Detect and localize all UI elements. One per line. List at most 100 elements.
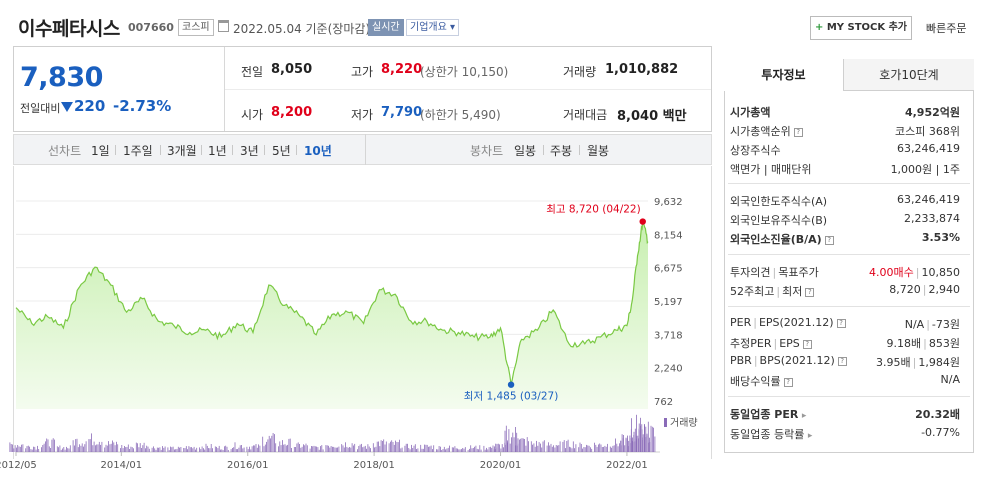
tab-invest-info[interactable]: 투자정보 xyxy=(724,59,844,91)
period-1w[interactable]: 1주일 xyxy=(123,144,153,158)
period-3y[interactable]: 3년 xyxy=(240,144,259,158)
volume-bar xyxy=(441,450,443,452)
volume-bar xyxy=(591,448,593,452)
volume-bar xyxy=(645,426,647,452)
change-label: 전일대비 xyxy=(20,102,61,115)
volume-bar xyxy=(27,445,29,452)
volume-bar xyxy=(50,448,51,452)
volume-bar xyxy=(93,441,95,452)
volume-bar xyxy=(379,446,381,452)
volume-bar xyxy=(375,446,377,452)
volume-bar xyxy=(212,448,213,452)
volume-bar xyxy=(250,449,252,452)
volume-bar xyxy=(567,439,569,452)
volume-bar xyxy=(412,448,414,452)
foreign-limit-value: 63,246,419 xyxy=(897,193,960,206)
volume-bar xyxy=(400,448,402,452)
volume-bar xyxy=(320,446,321,452)
sector-per-label[interactable]: 동일업종 PER ▸ xyxy=(730,408,807,421)
volume-bar xyxy=(124,446,125,452)
period-5y[interactable]: 5년 xyxy=(272,144,291,158)
volume-bar xyxy=(516,432,518,452)
volume-bar xyxy=(546,445,548,452)
help-icon[interactable]: ? xyxy=(805,288,815,297)
volume-bar xyxy=(147,446,149,452)
volume-bar xyxy=(41,447,42,452)
volume-bar xyxy=(98,441,100,452)
period-10y[interactable]: 10년 xyxy=(304,144,332,158)
opinion-target-label: 투자의견 | 목표주가 xyxy=(730,266,819,279)
candle-chart-label: 봉차트 xyxy=(470,144,504,158)
volume-bar xyxy=(433,445,435,452)
volume-bar xyxy=(112,440,113,452)
volume-bar xyxy=(160,449,162,452)
volume-bar xyxy=(634,428,636,452)
volume-bar xyxy=(557,445,558,452)
volume-bar xyxy=(649,442,651,452)
volume-bar xyxy=(10,444,12,452)
volume-bar xyxy=(334,447,336,452)
volume-bar xyxy=(384,444,386,452)
listed-shares-label: 상장주식수 xyxy=(730,144,781,157)
volume-bar xyxy=(584,447,586,452)
volume-bar xyxy=(155,449,157,452)
volume-bar xyxy=(549,445,551,452)
volume-bar xyxy=(378,441,379,452)
volume-bar xyxy=(390,441,391,452)
volume-bar xyxy=(33,446,34,452)
period-3m[interactable]: 3개월 xyxy=(167,144,197,158)
help-icon[interactable]: ? xyxy=(793,128,803,137)
sector-change-label[interactable]: 동일업종 등락률 ▸ xyxy=(730,428,813,441)
amount-label: 거래대금 xyxy=(563,108,608,122)
volume-bar xyxy=(58,447,59,452)
volume-bar xyxy=(391,440,393,452)
volume-bar xyxy=(603,446,604,452)
help-icon[interactable]: ? xyxy=(783,378,793,387)
volume-bar xyxy=(651,426,653,452)
volume-bar xyxy=(496,443,498,452)
help-icon[interactable]: ? xyxy=(802,340,812,349)
volume-bar xyxy=(599,443,601,452)
volume-bar xyxy=(432,449,433,452)
help-icon[interactable]: ? xyxy=(836,319,846,328)
volume-bar xyxy=(21,444,22,452)
volume-bar xyxy=(275,443,277,452)
volume-bar xyxy=(63,447,65,452)
volume-bar xyxy=(491,447,493,452)
volume-bar xyxy=(401,447,403,452)
tab-orderbook[interactable]: 호가10단계 xyxy=(844,59,974,91)
volume-bar xyxy=(91,433,92,452)
volume-bar xyxy=(54,439,55,452)
volume-bar xyxy=(59,445,61,452)
volume-bar xyxy=(133,448,134,452)
market-cap-label: 시가총액 xyxy=(730,106,771,119)
volume-bar xyxy=(532,444,533,452)
volume-bar xyxy=(499,444,500,452)
help-icon[interactable]: ? xyxy=(824,236,834,245)
volume-bar xyxy=(426,444,428,452)
volume-bar xyxy=(326,445,328,452)
candle-daily[interactable]: 일봉 xyxy=(514,144,537,158)
volume-bar xyxy=(321,445,323,452)
volume-bar xyxy=(29,446,30,452)
volume-bar xyxy=(612,445,614,452)
quick-order-link[interactable]: 빠른주문 xyxy=(926,22,967,35)
volume-bar xyxy=(19,446,21,452)
help-icon[interactable]: ? xyxy=(837,357,847,366)
volume-bar xyxy=(214,446,216,452)
volume-bar xyxy=(268,435,270,452)
volume-bar xyxy=(109,444,111,452)
volume-bar xyxy=(397,442,399,452)
candle-weekly[interactable]: 주봉 xyxy=(550,144,573,158)
realtime-button[interactable]: 실시간 xyxy=(368,19,404,36)
volume-bar xyxy=(414,444,416,452)
candle-monthly[interactable]: 월봉 xyxy=(587,144,610,158)
volume-bar xyxy=(156,447,158,452)
volume-bar xyxy=(37,445,38,452)
period-1y[interactable]: 1년 xyxy=(208,144,227,158)
low-value: 7,790 xyxy=(381,105,423,120)
company-overview-dropdown[interactable]: 기업개요 ▾ xyxy=(406,19,460,36)
add-mystock-button[interactable]: + MY STOCK 추가 xyxy=(810,16,912,40)
volume-bar xyxy=(366,448,367,452)
period-1d[interactable]: 1일 xyxy=(91,144,110,158)
